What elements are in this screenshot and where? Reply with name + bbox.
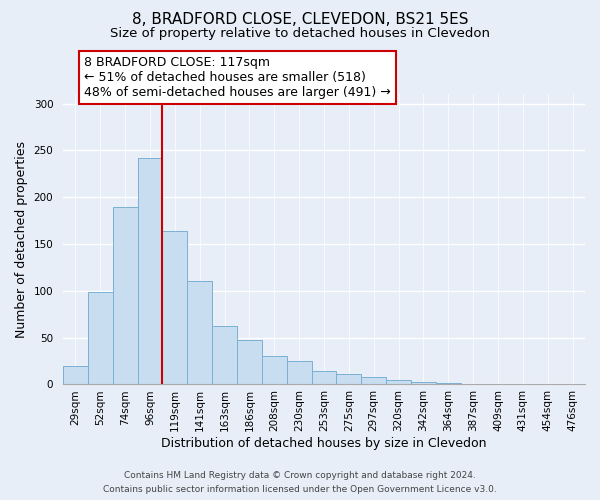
- Text: Size of property relative to detached houses in Clevedon: Size of property relative to detached ho…: [110, 28, 490, 40]
- Bar: [262, 356, 287, 384]
- Bar: [411, 382, 436, 384]
- Bar: [337, 374, 361, 384]
- Bar: [212, 326, 237, 384]
- X-axis label: Distribution of detached houses by size in Clevedon: Distribution of detached houses by size …: [161, 437, 487, 450]
- Text: 8, BRADFORD CLOSE, CLEVEDON, BS21 5ES: 8, BRADFORD CLOSE, CLEVEDON, BS21 5ES: [132, 12, 468, 28]
- Text: Contains HM Land Registry data © Crown copyright and database right 2024.
Contai: Contains HM Land Registry data © Crown c…: [103, 472, 497, 494]
- Bar: [386, 380, 411, 384]
- Bar: [287, 361, 311, 384]
- Bar: [163, 231, 187, 384]
- Bar: [311, 372, 337, 384]
- Bar: [187, 282, 212, 385]
- Bar: [88, 292, 113, 384]
- Text: 8 BRADFORD CLOSE: 117sqm
← 51% of detached houses are smaller (518)
48% of semi-: 8 BRADFORD CLOSE: 117sqm ← 51% of detach…: [84, 56, 391, 99]
- Bar: [63, 366, 88, 384]
- Y-axis label: Number of detached properties: Number of detached properties: [15, 141, 28, 338]
- Bar: [237, 340, 262, 384]
- Bar: [113, 206, 137, 384]
- Bar: [436, 382, 461, 384]
- Bar: [137, 158, 163, 384]
- Bar: [361, 377, 386, 384]
